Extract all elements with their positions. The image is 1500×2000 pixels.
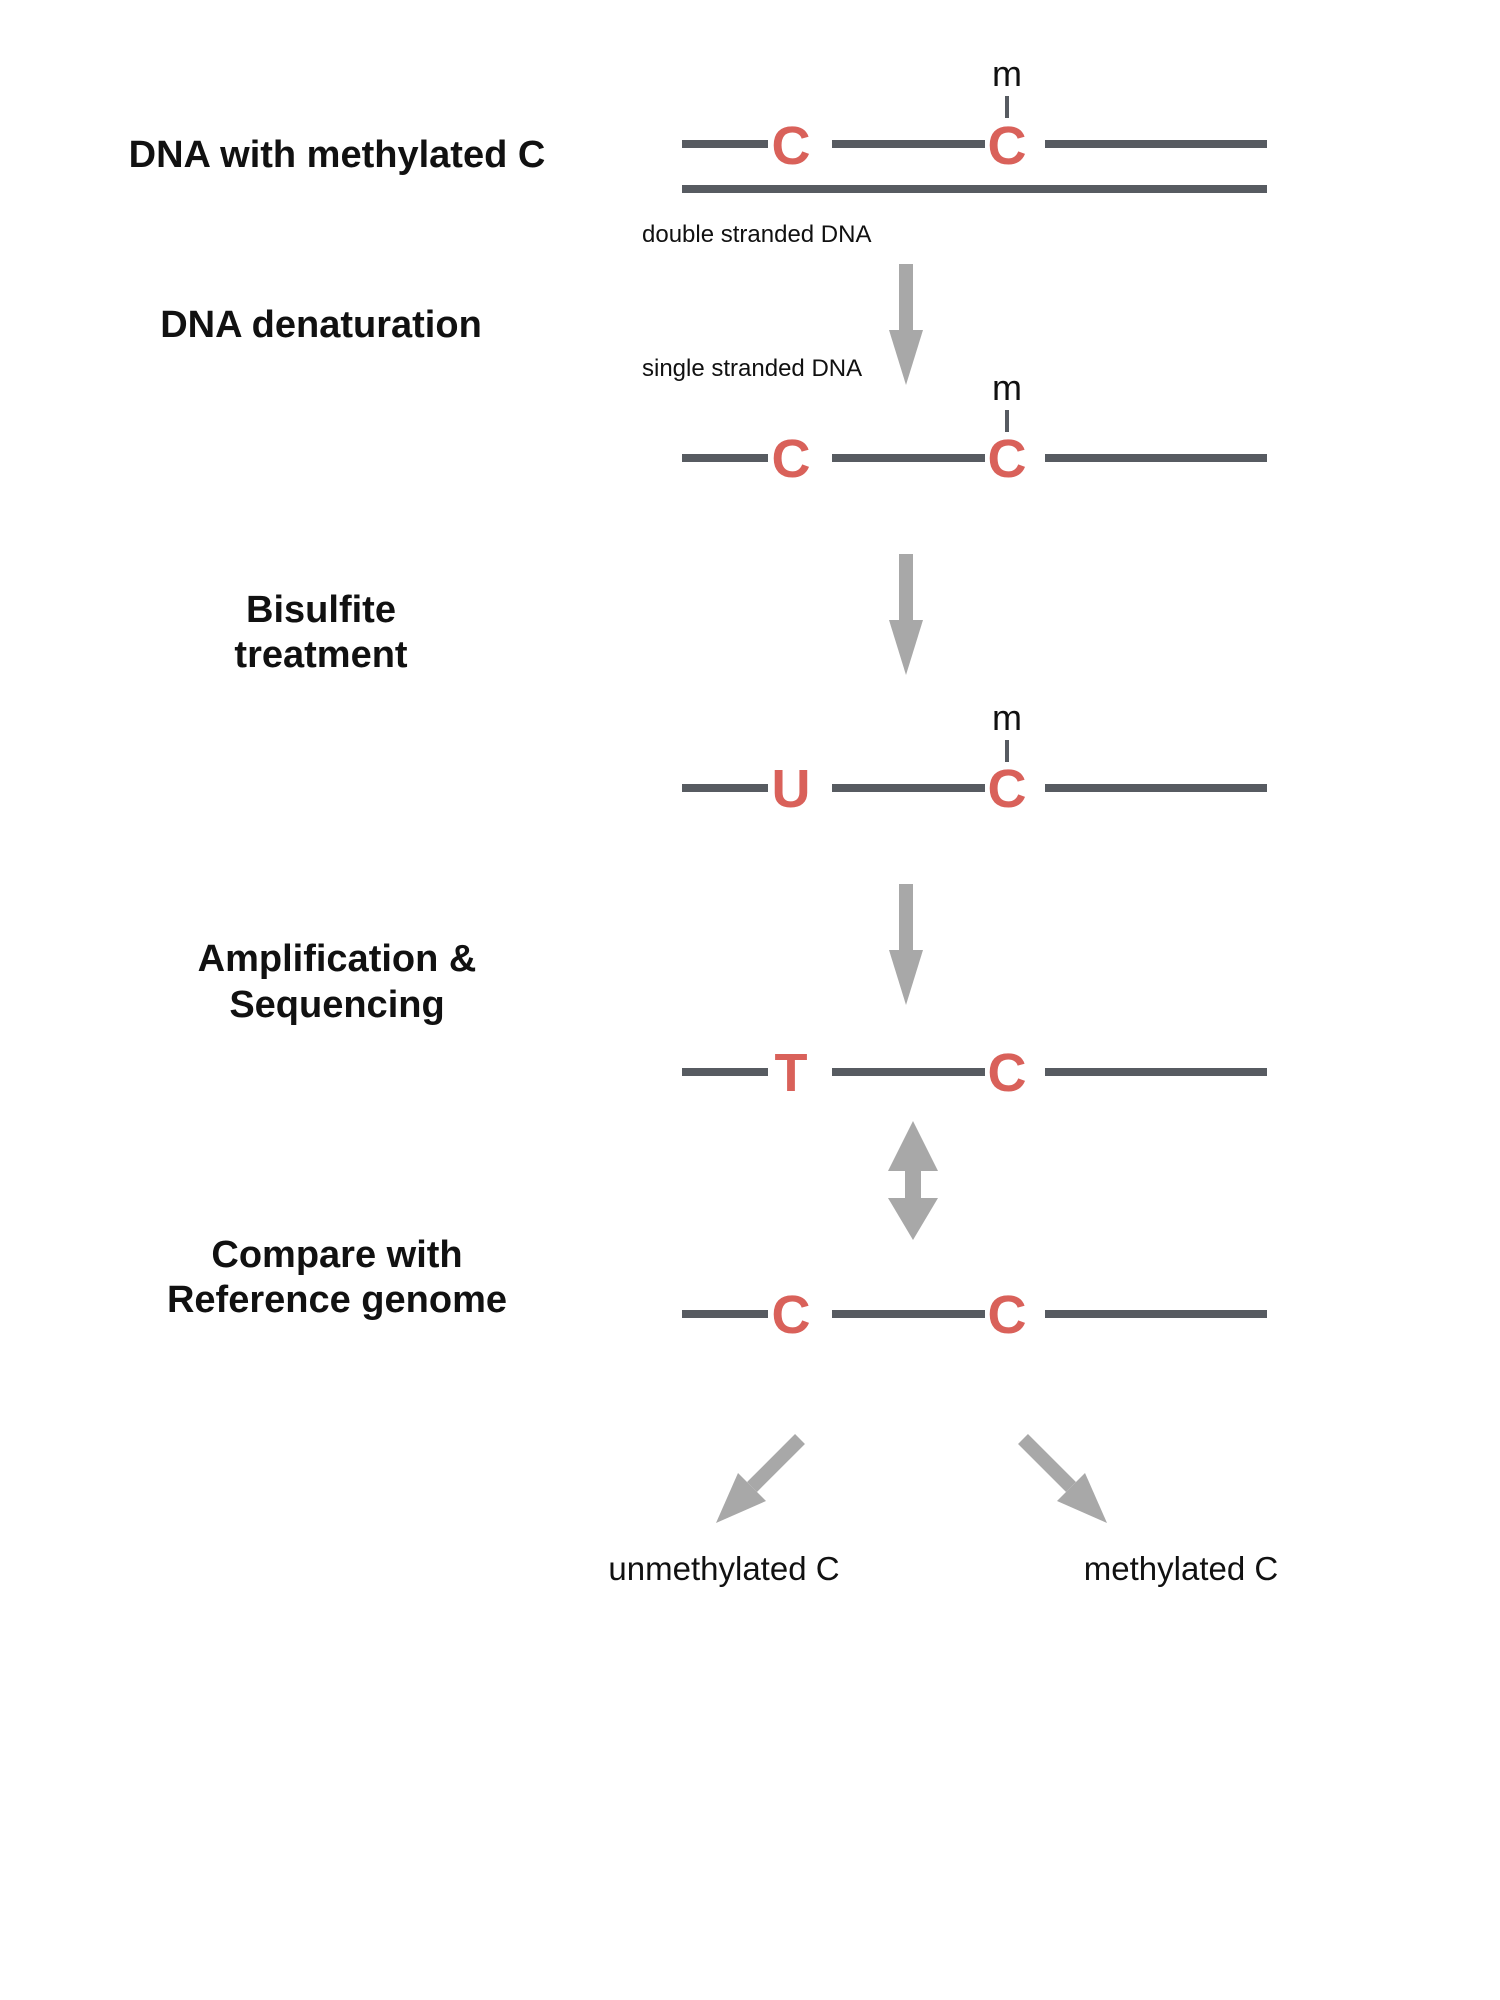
row-sequenced: T C <box>682 1043 1267 1103</box>
row-bisulfite-treated: U C m <box>682 697 1267 819</box>
note-double-stranded: double stranded DNA <box>642 221 871 248</box>
step-label-denaturation: DNA denaturation <box>160 304 482 346</box>
row-reference: C C <box>682 1285 1267 1345</box>
methyl-mark: m <box>992 367 1022 408</box>
outcome-unmethylated: unmethylated C <box>608 1550 839 1587</box>
methyl-mark: m <box>992 697 1022 738</box>
step-label-bisulfite-line1: Bisulfite <box>246 589 396 631</box>
step-label-dna-methylated: DNA with methylated C <box>129 134 546 176</box>
base-left: C <box>772 1285 811 1345</box>
row-single-stranded: C C m <box>682 367 1267 489</box>
step-label-compare-line1: Compare with <box>211 1234 462 1276</box>
base-right-methylated: C <box>988 116 1027 176</box>
row-double-stranded: C C m <box>682 53 1267 193</box>
base-left-thymine: T <box>775 1043 808 1103</box>
compare-double-arrow-icon <box>888 1121 938 1240</box>
step-label-compare-line2: Reference genome <box>167 1279 507 1321</box>
arrow-down-icon <box>889 884 923 1005</box>
base-right-methylated: C <box>988 429 1027 489</box>
step-label-amplification-line1: Amplification & <box>198 938 477 980</box>
base-right: C <box>988 1043 1027 1103</box>
arrow-down-right-icon <box>1018 1434 1107 1523</box>
base-left: C <box>772 429 811 489</box>
base-right-methylated: C <box>988 759 1027 819</box>
methyl-mark: m <box>992 53 1022 94</box>
step-label-bisulfite-line2: treatment <box>234 634 407 676</box>
note-single-stranded: single stranded DNA <box>642 355 862 382</box>
base-left-uracil: U <box>772 759 811 819</box>
base-right: C <box>988 1285 1027 1345</box>
arrow-down-icon <box>889 264 923 385</box>
outcome-methylated: methylated C <box>1084 1550 1278 1587</box>
arrow-down-icon <box>889 554 923 675</box>
base-left: C <box>772 116 811 176</box>
arrow-down-left-icon <box>716 1434 805 1523</box>
step-label-amplification-line2: Sequencing <box>229 984 444 1026</box>
